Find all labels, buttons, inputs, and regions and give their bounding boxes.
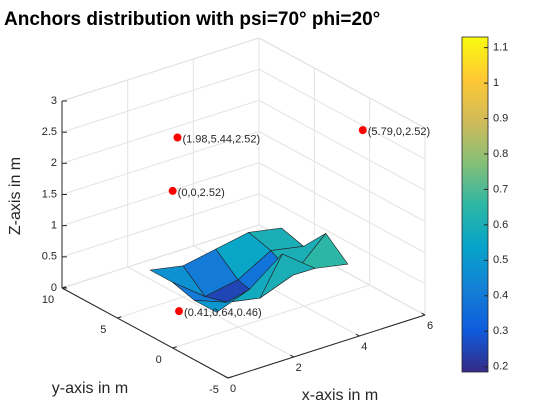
grid-line <box>258 68 426 160</box>
x-tick <box>355 333 360 337</box>
x-tick-label: 4 <box>361 341 367 353</box>
grid-line <box>258 193 426 285</box>
colorbar-tick-label: 0.7 <box>493 183 508 195</box>
grid-line <box>61 131 260 195</box>
z-tick-label: 0 <box>51 282 57 294</box>
colorbar-tick-label: 0.2 <box>493 361 508 373</box>
anchor-label: (0.41,0.64,0.46) <box>184 307 262 319</box>
anchor-point <box>173 133 182 142</box>
z-tick-label: 2 <box>51 157 57 169</box>
colorbar-tick-label: 1.1 <box>493 42 508 54</box>
grid-line <box>61 99 260 164</box>
anchor-label: (5.79,0,2.52) <box>368 126 430 138</box>
x-tick-label: 6 <box>427 320 433 332</box>
colorbar-tick-label: 0.6 <box>493 219 508 231</box>
y-tick <box>117 316 122 319</box>
grid-line <box>61 162 260 227</box>
colorbar-tick-label: 0.4 <box>493 290 508 302</box>
z-tick-label: 2.5 <box>42 126 57 138</box>
y-tick <box>172 346 177 349</box>
z-tick-label: 3 <box>51 95 57 107</box>
surface-face <box>194 289 250 313</box>
colorbar-tick-label: 0.9 <box>493 112 508 124</box>
z-tick-label: 0.5 <box>42 251 57 263</box>
y-axis-label: y-axis in m <box>52 380 128 397</box>
grid-line <box>127 266 294 358</box>
y-tick-label: 0 <box>156 354 162 366</box>
grid-line <box>61 224 260 289</box>
y-tick-label: -5 <box>209 384 219 396</box>
anchor-label: (0,0,2.52) <box>178 187 225 199</box>
chart-title: Anchors distribution with psi=70° phi=20… <box>4 9 380 30</box>
colorbar-tick-label: 0.3 <box>493 325 508 337</box>
z-tick-label: 1.5 <box>42 188 57 200</box>
grid-line <box>258 162 426 254</box>
anchor-point <box>168 186 177 195</box>
anchor-label: (1.98,5.44,2.52) <box>182 133 260 145</box>
z-axis-label: Z-axis in m <box>7 157 24 235</box>
anchor-point <box>358 126 367 135</box>
y-tick <box>227 376 233 379</box>
x-axis <box>227 314 426 379</box>
x-tick-label: 0 <box>230 383 236 395</box>
y-tick-label: 5 <box>100 324 106 336</box>
y-axis <box>61 287 229 379</box>
y-tick-label: 10 <box>42 294 54 306</box>
colorbar-tick-label: 1 <box>493 77 499 89</box>
anchor-point <box>175 307 184 316</box>
grid-line <box>172 284 370 349</box>
x-tick-label: 2 <box>296 362 302 374</box>
grid-line <box>61 193 260 258</box>
colorbar-tick-label: 0.8 <box>493 148 508 160</box>
grid-line <box>61 37 260 102</box>
colorbar-tick-label: 0.5 <box>493 254 508 266</box>
grid-line <box>258 99 426 191</box>
grid-line <box>61 68 260 133</box>
grid-line <box>258 37 426 129</box>
x-tick <box>421 312 426 316</box>
colorbar <box>461 36 489 373</box>
grid-line <box>258 131 426 222</box>
x-axis-label: x-axis in m <box>302 387 378 404</box>
x-tick <box>290 354 294 358</box>
z-tick-label: 1 <box>51 220 57 232</box>
x-tick <box>224 375 229 379</box>
